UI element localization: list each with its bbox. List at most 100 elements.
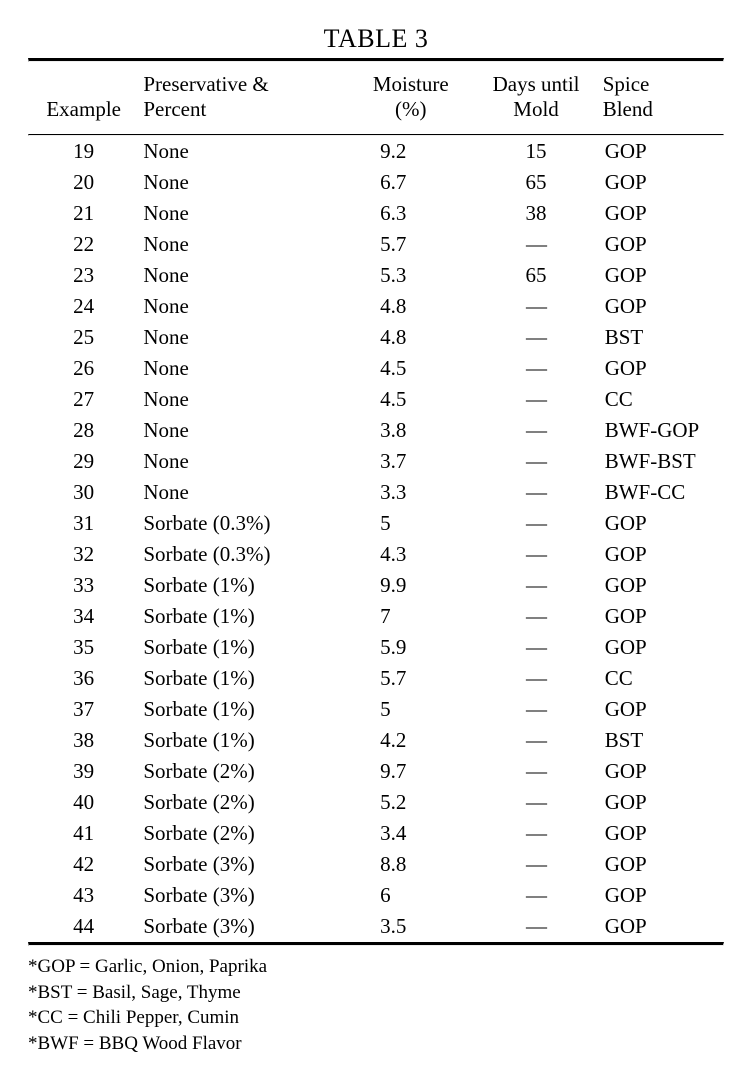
cell-spice: GOP xyxy=(599,632,724,663)
col-example: Example xyxy=(28,62,139,134)
col-spice: Spice Blend xyxy=(599,62,724,134)
cell-spice: GOP xyxy=(599,787,724,818)
cell-preservative: None xyxy=(139,353,348,384)
cell-spice: BST xyxy=(599,725,724,756)
cell-preservative: None xyxy=(139,260,348,291)
cell-days: — xyxy=(473,818,598,849)
cell-spice: GOP xyxy=(599,229,724,260)
cell-days: — xyxy=(473,415,598,446)
cell-example: 39 xyxy=(28,756,139,787)
cell-moisture: 3.3 xyxy=(348,477,473,508)
data-table: Example Preservative & Percent Moisture … xyxy=(28,62,724,134)
cell-days: 65 xyxy=(473,167,598,198)
cell-moisture: 6.3 xyxy=(348,198,473,229)
cell-example: 36 xyxy=(28,663,139,694)
cell-moisture: 9.7 xyxy=(348,756,473,787)
cell-moisture: 7 xyxy=(348,601,473,632)
cell-preservative: None xyxy=(139,384,348,415)
cell-example: 24 xyxy=(28,291,139,322)
cell-preservative: None xyxy=(139,136,348,167)
cell-example: 20 xyxy=(28,167,139,198)
col-days-l1: Days until xyxy=(477,72,594,97)
cell-days: — xyxy=(473,322,598,353)
cell-preservative: None xyxy=(139,291,348,322)
cell-moisture: 6.7 xyxy=(348,167,473,198)
table-row: 26None4.5—GOP xyxy=(28,353,724,384)
cell-preservative: Sorbate (1%) xyxy=(139,694,348,725)
cell-days: — xyxy=(473,787,598,818)
cell-days: — xyxy=(473,539,598,570)
table-row: 30None3.3—BWF-CC xyxy=(28,477,724,508)
cell-moisture: 5.9 xyxy=(348,632,473,663)
cell-preservative: Sorbate (1%) xyxy=(139,725,348,756)
footnote-line: *GOP = Garlic, Onion, Paprika xyxy=(28,954,724,980)
col-preservative-l2: Percent xyxy=(143,97,344,122)
cell-days: — xyxy=(473,663,598,694)
table-header: Example Preservative & Percent Moisture … xyxy=(28,62,724,134)
footnotes: *GOP = Garlic, Onion, Paprika*BST = Basi… xyxy=(28,954,724,1057)
cell-days: — xyxy=(473,508,598,539)
cell-preservative: Sorbate (1%) xyxy=(139,570,348,601)
table-title: TABLE 3 xyxy=(28,24,724,54)
table-row: 37Sorbate (1%)5—GOP xyxy=(28,694,724,725)
cell-spice: GOP xyxy=(599,508,724,539)
cell-example: 41 xyxy=(28,818,139,849)
cell-moisture: 9.2 xyxy=(348,136,473,167)
cell-example: 44 xyxy=(28,911,139,942)
footnote-line: *CC = Chili Pepper, Cumin xyxy=(28,1005,724,1031)
table-row: 24None4.8—GOP xyxy=(28,291,724,322)
cell-days: — xyxy=(473,291,598,322)
cell-preservative: Sorbate (3%) xyxy=(139,911,348,942)
table-row: 19None9.215GOP xyxy=(28,136,724,167)
table-row: 35Sorbate (1%)5.9—GOP xyxy=(28,632,724,663)
cell-moisture: 4.5 xyxy=(348,353,473,384)
cell-spice: GOP xyxy=(599,136,724,167)
table-row: 38Sorbate (1%)4.2—BST xyxy=(28,725,724,756)
cell-days: 38 xyxy=(473,198,598,229)
cell-days: — xyxy=(473,384,598,415)
cell-spice: GOP xyxy=(599,694,724,725)
cell-days: — xyxy=(473,849,598,880)
table-row: 33Sorbate (1%)9.9—GOP xyxy=(28,570,724,601)
cell-days: — xyxy=(473,694,598,725)
cell-days: — xyxy=(473,446,598,477)
cell-moisture: 4.8 xyxy=(348,322,473,353)
cell-days: 65 xyxy=(473,260,598,291)
cell-example: 35 xyxy=(28,632,139,663)
col-spice-l1: Spice xyxy=(603,72,720,97)
cell-spice: GOP xyxy=(599,849,724,880)
cell-preservative: None xyxy=(139,229,348,260)
cell-moisture: 3.5 xyxy=(348,911,473,942)
cell-preservative: Sorbate (3%) xyxy=(139,880,348,911)
cell-days: — xyxy=(473,353,598,384)
cell-preservative: None xyxy=(139,415,348,446)
cell-spice: GOP xyxy=(599,353,724,384)
cell-moisture: 3.7 xyxy=(348,446,473,477)
cell-spice: BWF-BST xyxy=(599,446,724,477)
cell-example: 27 xyxy=(28,384,139,415)
cell-example: 28 xyxy=(28,415,139,446)
table-row: 28None3.8—BWF-GOP xyxy=(28,415,724,446)
table-row: 31Sorbate (0.3%)5—GOP xyxy=(28,508,724,539)
cell-days: — xyxy=(473,601,598,632)
cell-spice: GOP xyxy=(599,167,724,198)
col-example-l2: Example xyxy=(32,97,135,122)
col-days: Days until Mold xyxy=(473,62,598,134)
cell-spice: GOP xyxy=(599,198,724,229)
table-row: 21None6.338GOP xyxy=(28,198,724,229)
col-moisture-l2: (%) xyxy=(352,97,469,122)
cell-spice: GOP xyxy=(599,880,724,911)
cell-moisture: 4.5 xyxy=(348,384,473,415)
cell-example: 25 xyxy=(28,322,139,353)
cell-days: — xyxy=(473,632,598,663)
cell-preservative: None xyxy=(139,446,348,477)
cell-days: — xyxy=(473,756,598,787)
cell-preservative: Sorbate (0.3%) xyxy=(139,539,348,570)
table-body: 19None9.215GOP20None6.765GOP21None6.338G… xyxy=(28,136,724,942)
cell-days: — xyxy=(473,229,598,260)
cell-example: 23 xyxy=(28,260,139,291)
cell-preservative: None xyxy=(139,322,348,353)
footnote-line: *BWF = BBQ Wood Flavor xyxy=(28,1031,724,1057)
cell-preservative: None xyxy=(139,167,348,198)
cell-days: — xyxy=(473,880,598,911)
